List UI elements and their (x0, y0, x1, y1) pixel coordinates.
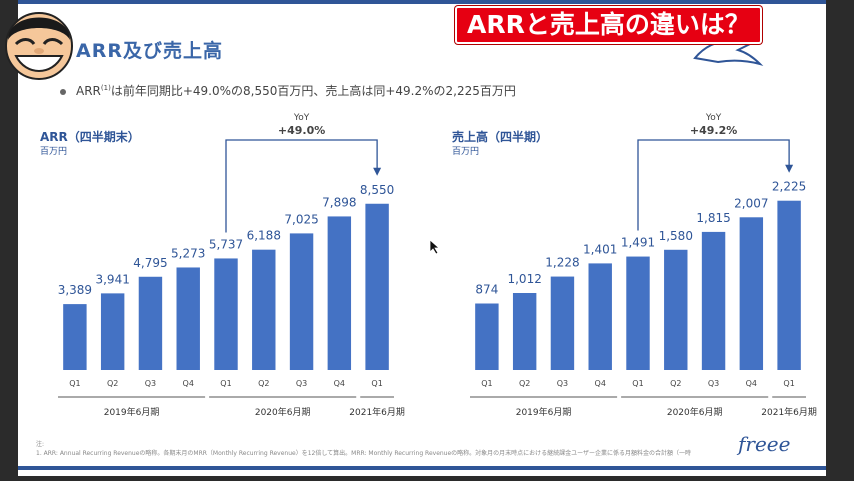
bottom-accent-bar (18, 466, 826, 470)
sales-yoy-value: +49.2% (690, 124, 737, 137)
sales-value-label: 874 (475, 283, 498, 297)
arr-tick-label: Q4 (334, 379, 345, 388)
arr-tick-label: Q1 (69, 379, 80, 388)
sales-group-label: 2020年6月期 (667, 406, 723, 418)
sales-value-label: 1,815 (696, 211, 730, 225)
arr-value-label: 5,273 (171, 246, 205, 260)
sales-yoy-bracket (637, 139, 790, 231)
arr-tick-label: Q1 (220, 379, 231, 388)
footnote-label: 注: (36, 441, 45, 448)
arr-value-label: 7,898 (322, 195, 356, 209)
sales-chart-title: 売上高（四半期） (452, 130, 549, 144)
footnote-text: 1. ARR: Annual Recurring Revenueの略称。各期末月… (36, 450, 692, 457)
top-accent-bar (18, 0, 826, 4)
sales-value-label: 2,007 (734, 196, 768, 210)
mouse-pointer-icon (430, 240, 440, 254)
arr-value-label: 4,795 (133, 256, 167, 270)
arr-tick-label: Q2 (107, 379, 118, 388)
slide: ARR及び売上高 ARR(1)は前年同期比+49.0%の8,550百万円、売上高… (18, 0, 826, 476)
bullet-text-a: ARR (76, 84, 101, 98)
sales-bar (701, 231, 726, 370)
sales-tick-label: Q1 (783, 379, 794, 388)
arr-bar (214, 258, 238, 370)
arr-value-label: 3,389 (58, 283, 92, 297)
sales-bar (739, 217, 764, 370)
sales-tick-label: Q2 (519, 379, 530, 388)
arr-tick-label: Q4 (183, 379, 194, 388)
sales-value-label: 1,491 (621, 236, 655, 250)
arr-bar (176, 267, 200, 370)
footnote: 注: 1. ARR: Annual Recurring Revenueの略称。各… (36, 440, 796, 458)
arr-chart-unit: 百万円 (40, 147, 68, 157)
sales-tick-label: Q3 (557, 379, 568, 388)
arr-value-label: 6,188 (247, 229, 281, 243)
arr-value-label: 3,941 (95, 272, 129, 286)
sales-bar (588, 263, 612, 370)
arr-value-label: 7,025 (284, 212, 318, 226)
arr-bar (100, 293, 125, 370)
sales-tick-label: Q1 (481, 379, 492, 388)
sales-value-label: 1,228 (545, 256, 579, 270)
sales-bar (664, 249, 688, 370)
sales-value-label: 2,225 (772, 180, 806, 194)
sales-group-label: 2019年6月期 (516, 406, 572, 418)
arr-bar (327, 216, 352, 370)
sales-chart-unit: 百万円 (452, 147, 480, 157)
arr-tick-label: Q2 (258, 379, 269, 388)
sales-bar (777, 200, 801, 370)
sales-group-label: 2021年6月期 (761, 406, 817, 418)
sales-tick-label: Q1 (632, 379, 643, 388)
sales-yoy-label: YoY (705, 113, 722, 123)
sales-bar (550, 276, 575, 370)
bullet-text-b: は前年同期比+49.0%の8,550百万円、売上高は同+49.2%の2,225百… (110, 84, 516, 98)
arr-bar (365, 203, 389, 370)
arr-yoy-label: YoY (293, 113, 310, 123)
summary-bullet: ARR(1)は前年同期比+49.0%の8,550百万円、売上高は同+49.2%の… (60, 82, 516, 99)
arr-bar (138, 276, 163, 370)
slide-title: ARR及び売上高 (76, 40, 223, 62)
video-caption: ARRと売上高の違いは？ (455, 6, 762, 44)
arr-group-label: 2019年6月期 (104, 406, 160, 418)
sales-yoy-arrowhead (785, 164, 794, 173)
cartoon-face-icon (5, 12, 73, 80)
sales-bar-chart: 874 Q1 1,012 Q2 1,228 Q3 1,401 Q4 1,491 Q1 1,580 Q2… (470, 113, 817, 418)
sales-value-label: 1,580 (659, 229, 693, 243)
arr-group-label: 2020年6月期 (255, 406, 311, 418)
sales-bar (475, 303, 499, 370)
arr-bar (63, 304, 87, 370)
sales-tick-label: Q4 (595, 379, 606, 388)
arr-yoy-value: +49.0% (278, 124, 325, 137)
arr-value-label: 8,550 (360, 183, 394, 197)
freee-brand-text: freee (738, 432, 791, 456)
sales-value-label: 1,401 (583, 242, 617, 256)
sales-tick-label: Q2 (670, 379, 681, 388)
sales-bar (512, 293, 537, 370)
sales-tick-label: Q3 (708, 379, 719, 388)
arr-bar (252, 249, 276, 370)
arr-tick-label: Q3 (145, 379, 156, 388)
arr-yoy-bracket (225, 139, 378, 233)
arr-chart-title: ARR（四半期末） (40, 130, 140, 144)
arr-bar (289, 233, 314, 370)
arr-tick-label: Q3 (296, 379, 307, 388)
arr-group-label: 2021年6月期 (349, 406, 405, 418)
bullet-dot (60, 88, 66, 95)
arr-value-label: 5,737 (209, 237, 243, 251)
sales-value-label: 1,012 (507, 272, 541, 286)
arr-yoy-arrowhead (373, 167, 382, 176)
sales-tick-label: Q4 (746, 379, 757, 388)
sales-bar (626, 256, 650, 370)
arr-tick-label: Q1 (371, 379, 382, 388)
bullet-superscript: (1) (100, 84, 111, 92)
arr-bar-chart: 3,389 Q1 3,941 Q2 4,795 Q3 5,273 Q4 5,737 Q1 6,188… (58, 113, 405, 418)
